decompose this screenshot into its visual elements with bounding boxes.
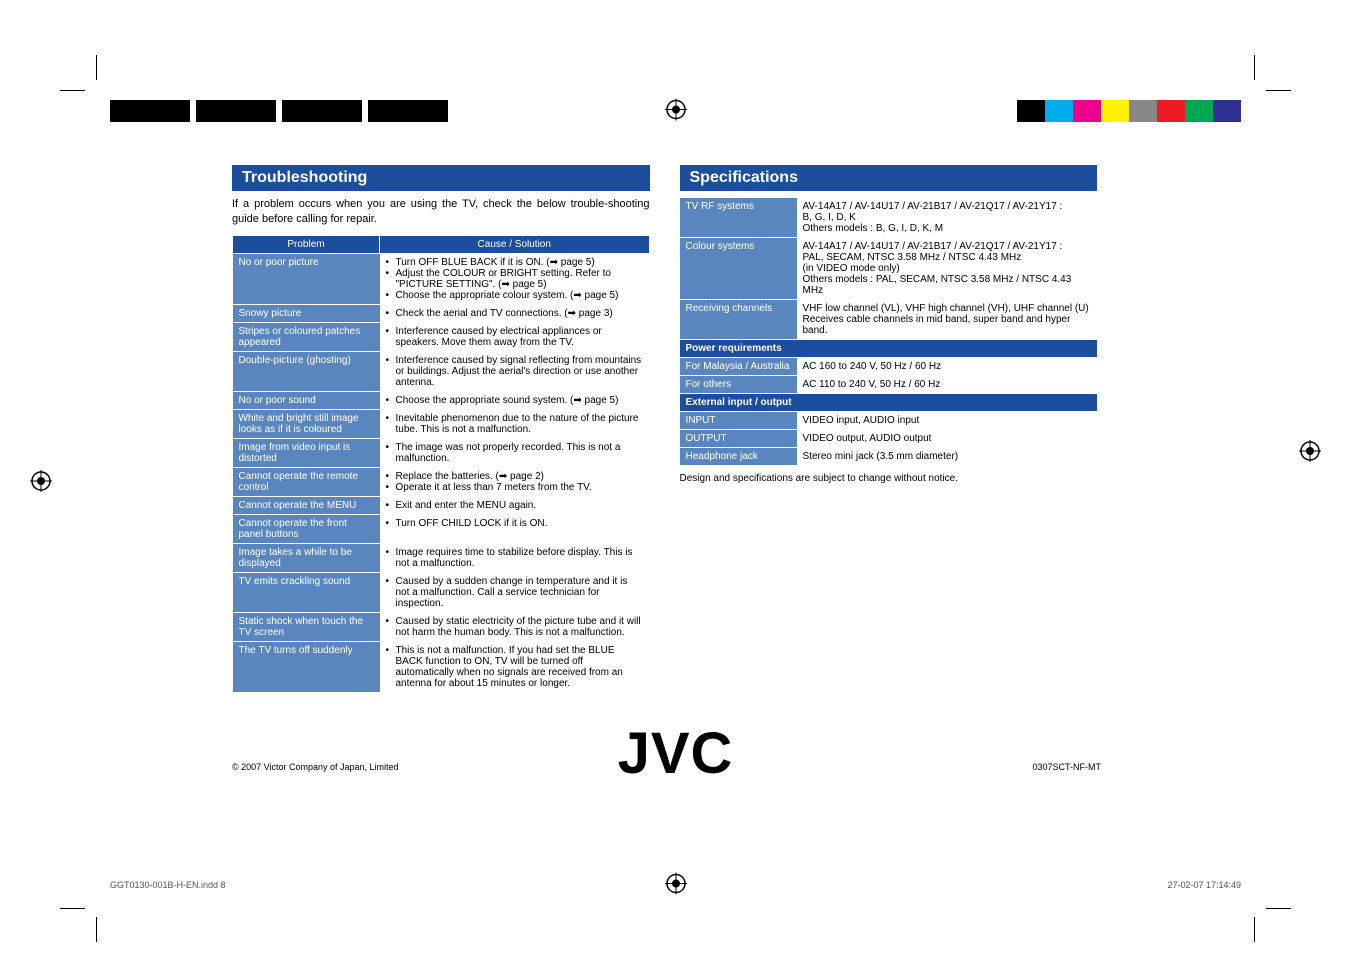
problem-cell: Stripes or coloured patches appeared [233,322,380,351]
problem-cell: Cannot operate the MENU [233,496,380,514]
solution-cell: The image was not properly recorded. Thi… [380,438,650,467]
troubleshooting-column: Troubleshooting If a problem occurs when… [232,165,650,692]
spec-key: Headphone jack [680,448,797,466]
solution-cell: Turn OFF CHILD LOCK if it is ON. [380,514,650,543]
problem-cell: The TV turns off suddenly [233,641,380,692]
specifications-table: TV RF systemsAV-14A17 / AV-14U17 / AV-21… [680,197,1098,465]
problem-cell: Static shock when touch the TV screen [233,612,380,641]
spec-key: Colour systems [680,238,797,300]
spec-section-header: External input / output [680,394,1098,412]
problem-cell: Image from video input is distorted [233,438,380,467]
spec-value: VIDEO output, AUDIO output [797,430,1098,448]
troubleshooting-title: Troubleshooting [232,165,650,191]
solution-cell: Caused by static electricity of the pict… [380,612,650,641]
specifications-column: Specifications TV RF systemsAV-14A17 / A… [680,165,1098,692]
spec-key: INPUT [680,412,797,430]
col-problem: Problem [233,235,380,253]
solution-cell: Check the aerial and TV connections. (➡ … [380,304,650,322]
spec-value: AV-14A17 / AV-14U17 / AV-21B17 / AV-21Q1… [797,238,1098,300]
col-solution: Cause / Solution [380,235,650,253]
spec-footer: Design and specifications are subject to… [680,473,1098,484]
spec-value: Stereo mini jack (3.5 mm diameter) [797,448,1098,466]
problem-cell: Snowy picture [233,304,380,322]
problem-cell: White and bright still image looks as if… [233,409,380,438]
problem-cell: Cannot operate the front panel buttons [233,514,380,543]
problem-cell: Image takes a while to be displayed [233,543,380,572]
solution-cell: Replace the batteries. (➡ page 2)Operate… [380,467,650,496]
spec-section-header: Power requirements [680,340,1098,358]
solution-cell: Image requires time to stabilize before … [380,543,650,572]
solution-cell: Caused by a sudden change in temperature… [380,572,650,612]
jvc-logo: JVC [618,720,734,787]
solution-cell: Interference caused by electrical applia… [380,322,650,351]
spec-key: Receiving channels [680,300,797,340]
print-color-bar [110,100,1241,122]
part-number: 0307SCT-NF-MT [1032,762,1101,772]
problem-cell: Double-picture (ghosting) [233,351,380,391]
file-name: GGT0130-001B-H-EN.indd 8 [110,880,226,890]
registration-mark [1299,440,1321,462]
solution-cell: Choose the appropriate sound system. (➡ … [380,391,650,409]
solution-cell: This is not a malfunction. If you had se… [380,641,650,692]
print-footer: GGT0130-001B-H-EN.indd 8 27-02-07 17:14:… [110,876,1241,894]
troubleshooting-intro: If a problem occurs when you are using t… [232,197,650,227]
solution-cell: Interference caused by signal reflecting… [380,351,650,391]
spec-value: AC 110 to 240 V, 50 Hz / 60 Hz [797,376,1098,394]
spec-value: AC 160 to 240 V, 50 Hz / 60 Hz [797,358,1098,376]
spec-value: VIDEO input, AUDIO input [797,412,1098,430]
copyright: © 2007 Victor Company of Japan, Limited [232,762,399,772]
problem-cell: Cannot operate the remote control [233,467,380,496]
specifications-title: Specifications [680,165,1098,191]
problem-cell: No or poor picture [233,253,380,304]
registration-mark [30,470,52,492]
solution-cell: Turn OFF BLUE BACK if it is ON. (➡ page … [380,253,650,304]
spec-value: VHF low channel (VL), VHF high channel (… [797,300,1098,340]
problem-cell: No or poor sound [233,391,380,409]
solution-cell: Exit and enter the MENU again. [380,496,650,514]
solution-cell: Inevitable phenomenon due to the nature … [380,409,650,438]
problem-cell: TV emits crackling sound [233,572,380,612]
spec-key: For Malaysia / Australia [680,358,797,376]
spec-value: AV-14A17 / AV-14U17 / AV-21B17 / AV-21Q1… [797,198,1098,238]
troubleshooting-table: Problem Cause / Solution No or poor pict… [232,235,650,692]
spec-key: For others [680,376,797,394]
spec-key: TV RF systems [680,198,797,238]
spec-key: OUTPUT [680,430,797,448]
print-date: 27-02-07 17:14:49 [1167,880,1241,890]
